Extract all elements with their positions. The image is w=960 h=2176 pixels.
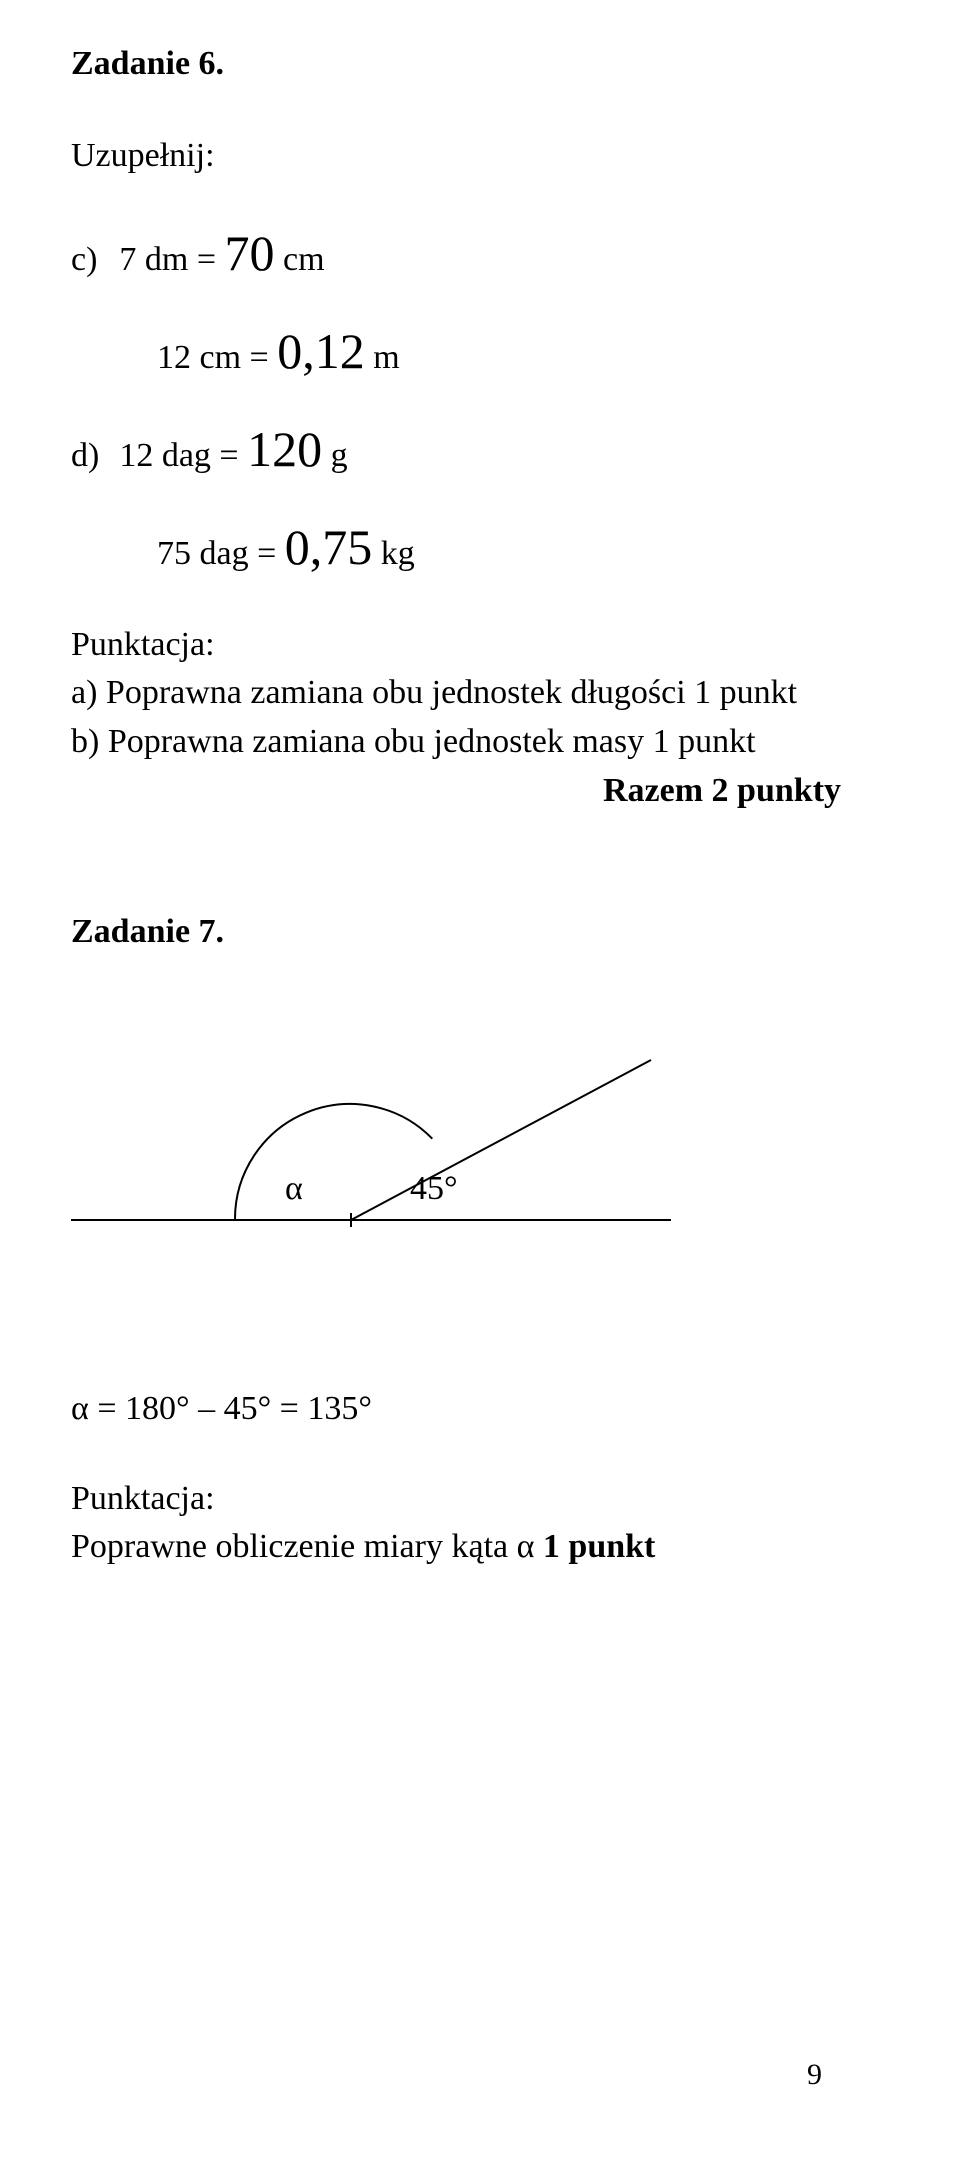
- task7-equation: α = 180° – 45° = 135°: [71, 1390, 372, 1428]
- task6-d2-value: 0,75: [285, 519, 373, 575]
- task7-punktacja-line: Poprawne obliczenie miary kąta α 1 punkt: [71, 1528, 655, 1566]
- task6-c2-prefix: 12 cm =: [157, 339, 277, 376]
- task6-d-line1: d) 12 dag = 120 g: [71, 420, 348, 478]
- diagram-ray: [351, 1060, 651, 1220]
- task6-punktacja-label: Punktacja:: [71, 626, 215, 664]
- task6-c-suffix: cm: [275, 241, 325, 278]
- task7-punktacja-text: Poprawne obliczenie miary kąta α: [71, 1528, 543, 1565]
- task6-c-line2: 12 cm = 0,12 m: [157, 322, 400, 380]
- diagram-alpha-label: α: [285, 1170, 303, 1208]
- task6-c-label: c): [71, 241, 97, 278]
- task6-c2-value: 0,12: [277, 323, 365, 379]
- task7-heading: Zadanie 7.: [71, 913, 224, 951]
- task6-razem: Razem 2 punkty: [603, 772, 841, 810]
- task6-c-prefix: 7 dm =: [101, 241, 224, 278]
- task6-d2-suffix: kg: [372, 535, 415, 572]
- task7-punktacja-label: Punktacja:: [71, 1480, 215, 1518]
- page: Zadanie 6. Uzupełnij: c) 7 dm = 70 cm 12…: [0, 0, 960, 2176]
- diagram-angle-label: 45°: [410, 1170, 458, 1208]
- task6-intro: Uzupełnij:: [71, 137, 215, 175]
- angle-diagram: [71, 1040, 711, 1260]
- task6-heading: Zadanie 6.: [71, 45, 224, 83]
- task6-c-line1: c) 7 dm = 70 cm: [71, 224, 325, 282]
- page-number: 9: [807, 2058, 822, 2092]
- task6-c2-suffix: m: [365, 339, 400, 376]
- diagram-arc: [235, 1104, 432, 1220]
- task6-d-suffix: g: [322, 437, 348, 474]
- task7-punktacja-points: 1 punkt: [543, 1528, 655, 1565]
- task6-bullet-b: b) Poprawna zamiana obu jednostek masy 1…: [71, 723, 756, 761]
- task6-bullet-a: a) Poprawna zamiana obu jednostek długoś…: [71, 674, 797, 712]
- task6-d-label: d): [71, 437, 99, 474]
- diagram-group: [71, 1060, 671, 1227]
- task6-d-value: 120: [247, 421, 322, 477]
- task6-d2-prefix: 75 dag =: [157, 535, 285, 572]
- task6-d-prefix: 12 dag =: [103, 437, 247, 474]
- task6-d-line2: 75 dag = 0,75 kg: [157, 518, 415, 576]
- task6-c-value: 70: [225, 225, 275, 281]
